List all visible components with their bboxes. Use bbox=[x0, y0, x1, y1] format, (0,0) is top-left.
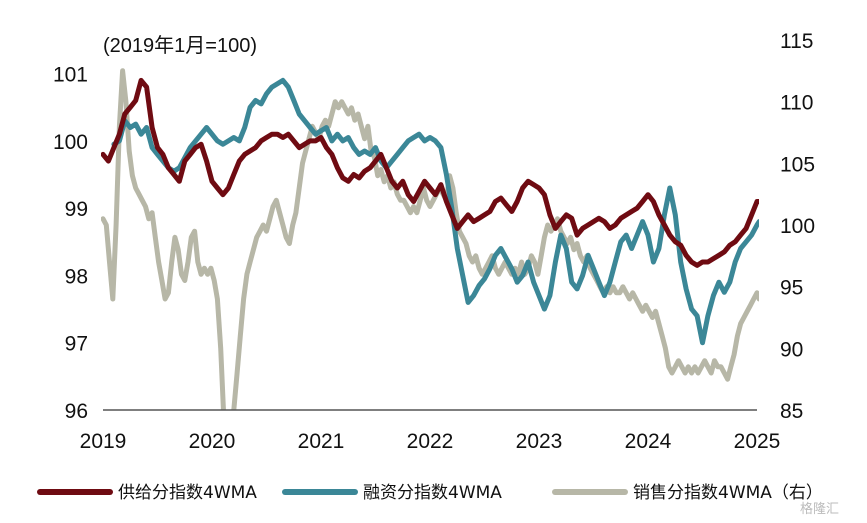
x-tick-label: 2021 bbox=[298, 430, 345, 453]
left-y-tick-label: 96 bbox=[65, 400, 88, 423]
x-tick-labels: 2019 2020 2021 2022 2023 2024 2025 bbox=[80, 430, 781, 453]
x-tick-label: 2022 bbox=[407, 430, 454, 453]
legend: 供给分指数4WMA 融资分指数4WMA 销售分指数4WMA（右） bbox=[37, 483, 823, 503]
right-y-tick-label: 110 bbox=[780, 92, 813, 115]
unit-label: (2019年1月=100) bbox=[103, 34, 257, 57]
watermark-text: 格隆汇 bbox=[800, 501, 839, 517]
x-tick-label: 2024 bbox=[625, 430, 672, 453]
left-y-tick-label: 98 bbox=[65, 265, 88, 288]
right-y-tick-label: 95 bbox=[780, 277, 803, 300]
right-y-tick-label: 115 bbox=[780, 30, 813, 53]
legend-label-1: 供给分指数4WMA bbox=[118, 483, 257, 503]
x-tick-label: 2025 bbox=[734, 430, 781, 453]
left-y-tick-label: 100 bbox=[53, 131, 88, 154]
legend-label-3: 销售分指数4WMA（右） bbox=[633, 483, 823, 503]
series-line-1 bbox=[101, 77, 759, 268]
x-tick-label: 2020 bbox=[189, 430, 236, 453]
right-y-tick-label: 105 bbox=[780, 153, 815, 176]
x-tick-label: 2019 bbox=[80, 430, 127, 453]
right-y-tick-labels: 85 90 95 100 105 110 115 bbox=[780, 30, 815, 423]
legend-label-2: 融资分指数4WMA bbox=[363, 483, 502, 503]
series-line-3 bbox=[101, 68, 759, 410]
chart-lines bbox=[101, 68, 759, 410]
left-y-tick-labels: 96 97 98 99 100 101 bbox=[53, 64, 88, 423]
right-y-tick-label: 85 bbox=[780, 400, 803, 423]
right-y-tick-label: 90 bbox=[780, 338, 803, 361]
x-tick-label: 2023 bbox=[516, 430, 563, 453]
left-y-tick-label: 97 bbox=[65, 333, 88, 356]
left-y-tick-label: 99 bbox=[65, 198, 88, 221]
left-y-tick-label: 101 bbox=[53, 64, 88, 87]
right-y-tick-label: 100 bbox=[780, 215, 815, 238]
series-line-2 bbox=[111, 77, 759, 346]
